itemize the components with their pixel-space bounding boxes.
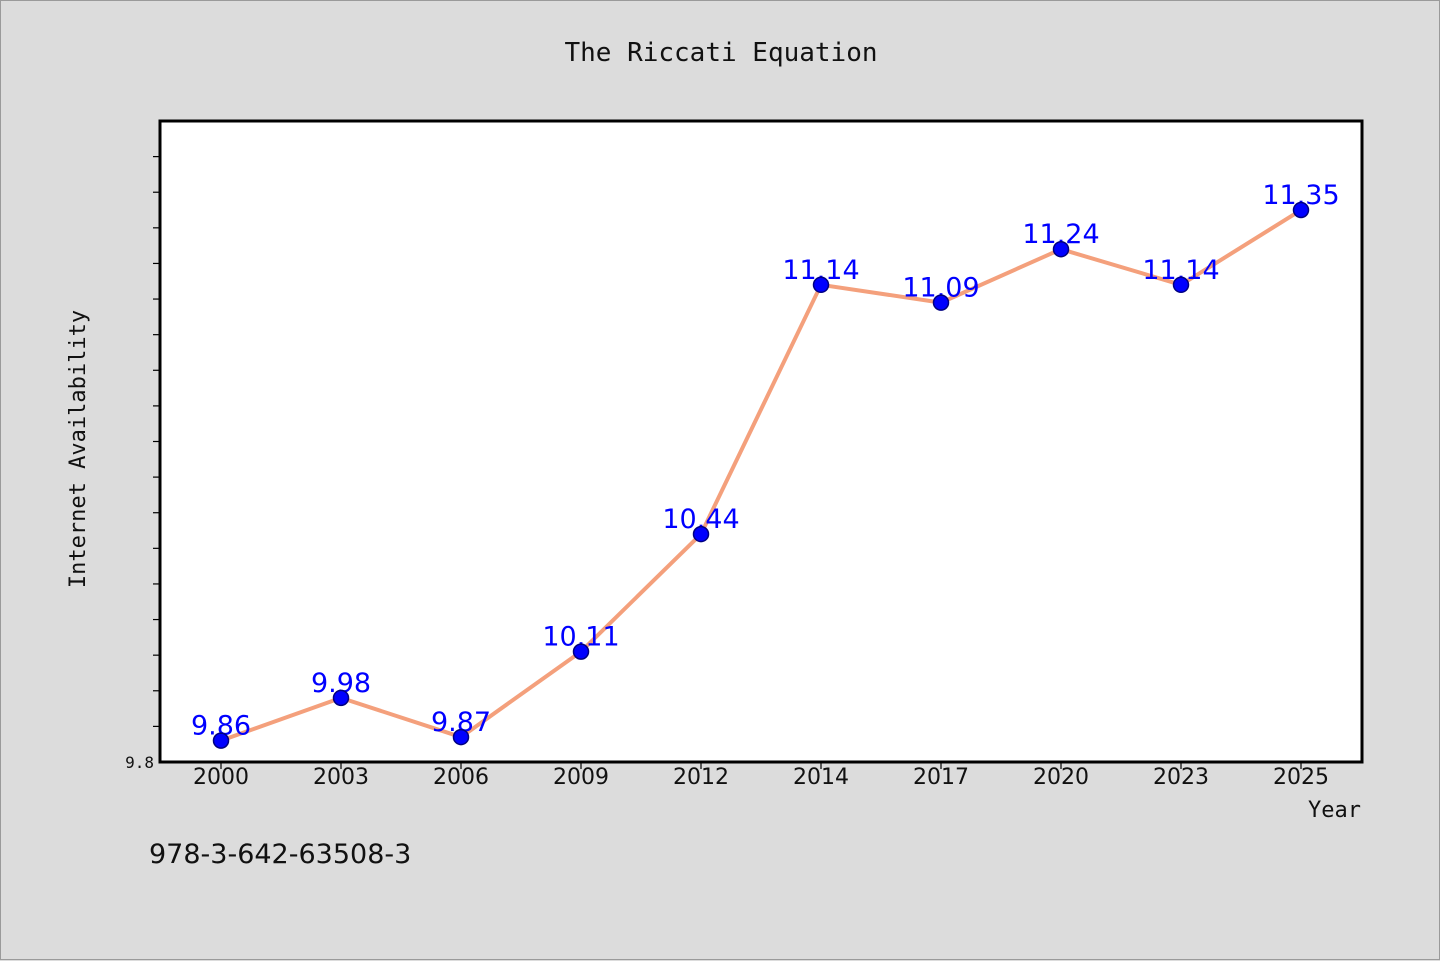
chart-title: The Riccati Equation	[564, 38, 877, 68]
data-point	[692, 525, 710, 543]
series-line	[219, 208, 1303, 743]
x-tick-label: 2006	[433, 765, 489, 790]
data-point	[1172, 276, 1190, 294]
x-tick-label: 2025	[1273, 765, 1329, 790]
x-axis-label: Year	[1308, 798, 1361, 823]
x-tick-label: 2020	[1033, 765, 1089, 790]
data-point	[332, 689, 350, 707]
data-point	[212, 732, 230, 749]
data-point	[452, 728, 470, 746]
data-point	[932, 294, 950, 311]
data-point	[572, 643, 590, 660]
x-tick-label: 2009	[553, 765, 609, 790]
x-axis-ticks: 2000 2003 2006 2009 2012 2014 2017 2020 2023 2025	[193, 762, 1329, 790]
x-tick-label: 2017	[913, 765, 969, 790]
x-tick-label: 2014	[793, 765, 849, 790]
footer-code: 978-3-642-63508-3	[149, 839, 411, 870]
y-axis-ticks: 9.8	[125, 156, 159, 772]
x-tick-label: 2023	[1153, 765, 1209, 790]
x-tick-label: 2012	[673, 765, 729, 790]
data-point	[1292, 201, 1310, 219]
y-axis-label: Internet Availability	[66, 310, 91, 588]
data-point	[1052, 240, 1070, 258]
plot-area	[158, 119, 1364, 764]
data-point	[812, 276, 830, 294]
x-tick-label: 2000	[193, 765, 249, 790]
series-line-group	[219, 208, 1303, 743]
data-markers	[212, 201, 1310, 749]
x-tick-label: 2003	[313, 765, 369, 790]
y-tick-label: 9.8	[125, 753, 154, 772]
